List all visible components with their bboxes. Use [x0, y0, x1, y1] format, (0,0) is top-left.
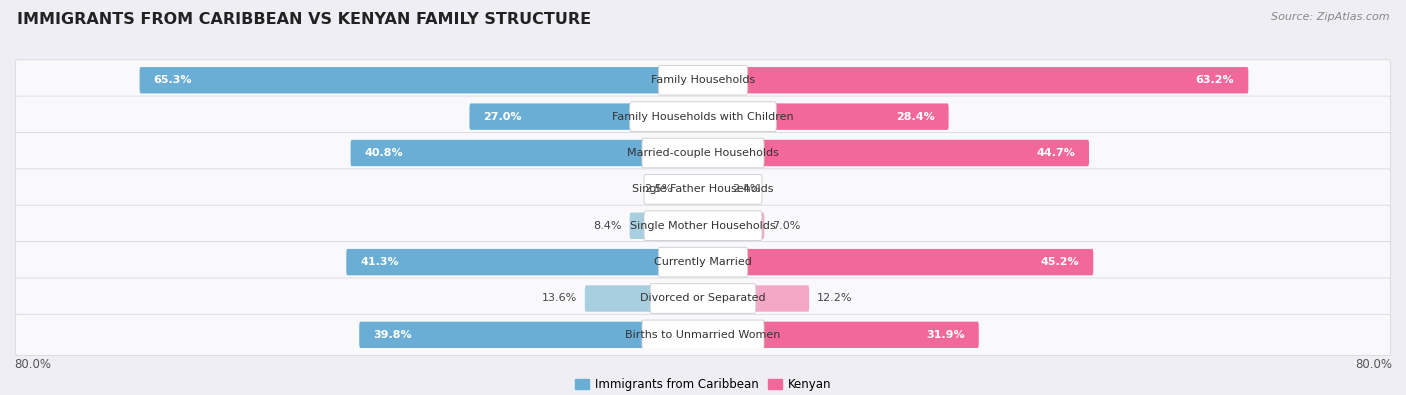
Text: 7.0%: 7.0%: [772, 221, 800, 231]
FancyBboxPatch shape: [15, 278, 1391, 319]
Text: 65.3%: 65.3%: [153, 75, 193, 85]
Text: Family Households with Children: Family Households with Children: [612, 112, 794, 122]
Text: 44.7%: 44.7%: [1036, 148, 1076, 158]
Text: 80.0%: 80.0%: [14, 358, 51, 371]
FancyBboxPatch shape: [15, 205, 1391, 246]
FancyBboxPatch shape: [15, 169, 1391, 210]
Text: 39.8%: 39.8%: [373, 330, 412, 340]
FancyBboxPatch shape: [15, 96, 1391, 137]
FancyBboxPatch shape: [658, 66, 748, 95]
FancyBboxPatch shape: [630, 213, 704, 239]
FancyBboxPatch shape: [702, 67, 1249, 94]
FancyBboxPatch shape: [15, 132, 1391, 173]
Text: 63.2%: 63.2%: [1195, 75, 1234, 85]
Text: 2.4%: 2.4%: [733, 184, 761, 194]
Text: 28.4%: 28.4%: [896, 112, 935, 122]
Text: 31.9%: 31.9%: [927, 330, 965, 340]
FancyBboxPatch shape: [644, 175, 762, 204]
Text: 80.0%: 80.0%: [1355, 358, 1392, 371]
FancyBboxPatch shape: [643, 320, 763, 350]
Text: 8.4%: 8.4%: [593, 221, 621, 231]
Text: Births to Unmarried Women: Births to Unmarried Women: [626, 330, 780, 340]
FancyBboxPatch shape: [585, 285, 704, 312]
Text: Married-couple Households: Married-couple Households: [627, 148, 779, 158]
FancyBboxPatch shape: [702, 140, 1090, 166]
Text: IMMIGRANTS FROM CARIBBEAN VS KENYAN FAMILY STRUCTURE: IMMIGRANTS FROM CARIBBEAN VS KENYAN FAMI…: [17, 12, 591, 27]
FancyBboxPatch shape: [139, 67, 704, 94]
FancyBboxPatch shape: [346, 249, 704, 275]
FancyBboxPatch shape: [15, 60, 1391, 101]
FancyBboxPatch shape: [702, 213, 765, 239]
FancyBboxPatch shape: [702, 322, 979, 348]
FancyBboxPatch shape: [702, 176, 724, 203]
Text: Currently Married: Currently Married: [654, 257, 752, 267]
Legend: Immigrants from Caribbean, Kenyan: Immigrants from Caribbean, Kenyan: [569, 373, 837, 395]
Text: Family Households: Family Households: [651, 75, 755, 85]
Text: Divorced or Separated: Divorced or Separated: [640, 293, 766, 303]
Text: Single Mother Households: Single Mother Households: [630, 221, 776, 231]
FancyBboxPatch shape: [702, 285, 808, 312]
FancyBboxPatch shape: [681, 176, 704, 203]
Text: 45.2%: 45.2%: [1040, 257, 1080, 267]
Text: Single Father Households: Single Father Households: [633, 184, 773, 194]
Text: 12.2%: 12.2%: [817, 293, 852, 303]
FancyBboxPatch shape: [644, 211, 762, 241]
Text: 40.8%: 40.8%: [364, 148, 404, 158]
FancyBboxPatch shape: [650, 284, 756, 313]
FancyBboxPatch shape: [15, 314, 1391, 356]
FancyBboxPatch shape: [643, 138, 763, 168]
Text: Source: ZipAtlas.com: Source: ZipAtlas.com: [1271, 12, 1389, 22]
FancyBboxPatch shape: [350, 140, 704, 166]
FancyBboxPatch shape: [702, 249, 1094, 275]
Text: 13.6%: 13.6%: [543, 293, 578, 303]
FancyBboxPatch shape: [702, 103, 949, 130]
FancyBboxPatch shape: [359, 322, 704, 348]
FancyBboxPatch shape: [470, 103, 704, 130]
Text: 41.3%: 41.3%: [360, 257, 399, 267]
FancyBboxPatch shape: [630, 102, 776, 132]
Text: 27.0%: 27.0%: [484, 112, 522, 122]
FancyBboxPatch shape: [658, 247, 748, 277]
Text: 2.5%: 2.5%: [644, 184, 673, 194]
FancyBboxPatch shape: [15, 242, 1391, 283]
